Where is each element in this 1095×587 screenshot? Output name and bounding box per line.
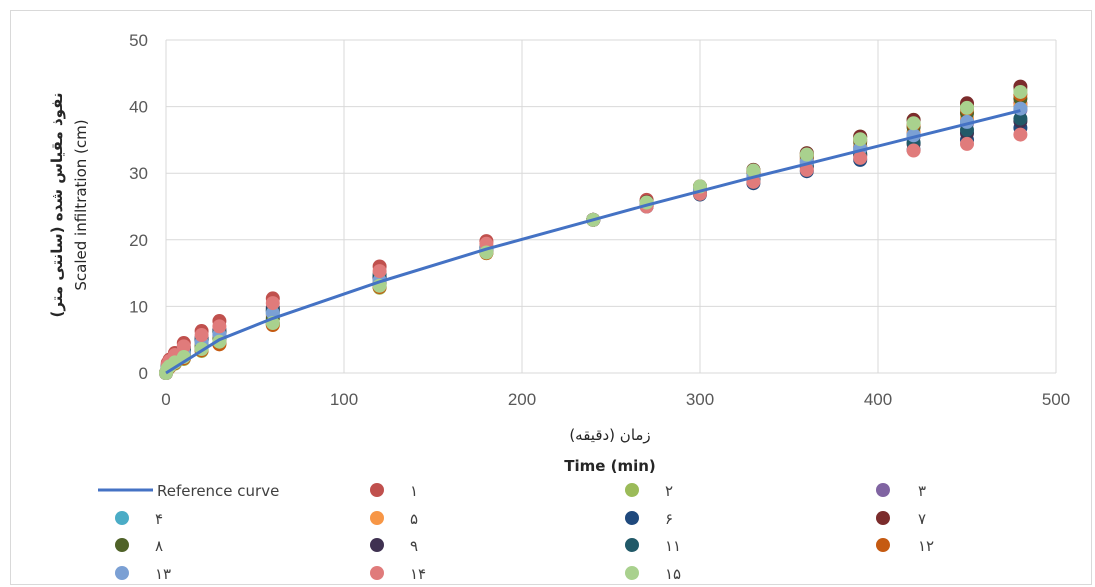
x-axis-label-fa: زمان (دقیقه) [569,426,650,444]
x-tick-label: 400 [864,390,892,409]
legend-marker [625,511,639,525]
data-point [799,162,814,177]
legend-label: ۷ [918,510,926,528]
legend-marker [115,538,129,552]
legend-marker [625,483,639,497]
legend-marker [370,511,384,525]
x-tick-label: 200 [508,390,536,409]
legend-marker [876,483,890,497]
legend-label: ۱۲ [918,537,934,555]
data-point [1013,127,1028,142]
legend-marker [876,511,890,525]
data-point [372,264,387,279]
reference-curve-line [165,109,1021,375]
x-tick-labels: 0 100 200 300 400 500 [161,390,1070,409]
legend-label: ۵ [410,510,418,528]
y-tick-label: 10 [129,297,148,316]
legend-label: ۱۳ [155,565,171,583]
data-points [159,79,1028,380]
x-tick-label: 0 [161,390,170,409]
legend-marker [370,538,384,552]
legend-label: ۱۴ [410,565,426,583]
data-point [176,339,191,354]
grid-layer [165,39,1057,374]
y-tick-labels: 0 10 20 30 40 50 [129,31,148,383]
legend-label: ۶ [665,510,673,528]
legend-label: ۱۱ [665,537,681,555]
y-tick-label: 20 [129,231,148,250]
x-axis-label-en: Time (min) [564,457,656,475]
legend-label: ۱۵ [665,565,681,583]
data-point [799,147,814,162]
y-tick-label: 50 [129,31,148,50]
legend-label: ۴ [155,510,163,528]
legend-label: ۱ [410,482,418,500]
legend-marker [370,483,384,497]
legend-reference-label: Reference curve [157,482,279,500]
data-point [1013,111,1028,126]
legend-label: ۳ [918,482,926,500]
y-tick-label: 40 [129,98,148,117]
x-tick-label: 100 [330,390,358,409]
data-point [960,100,974,115]
legend-marker [625,538,639,552]
y-tick-label: 0 [139,364,148,383]
data-point [960,136,974,151]
legend-marker [370,566,384,580]
data-point [1013,101,1028,116]
legend-label: ۲ [665,482,673,500]
legend-marker [115,566,129,580]
y-axis-label-fa: نفوذ مقیاس شده (سانتی متر) [48,93,66,318]
data-point [906,143,921,158]
legend-marker [876,538,890,552]
data-point [853,132,868,147]
data-point [906,116,921,131]
data-point [853,150,868,165]
data-point [265,296,280,311]
x-tick-label: 500 [1042,390,1070,409]
x-tick-label: 300 [686,390,714,409]
y-axis-label-en: Scaled infiltration (cm) [72,119,90,290]
legend-marker [625,566,639,580]
legend-label: ۸ [155,537,163,555]
legend-label: ۹ [410,537,418,555]
y-tick-label: 30 [129,164,148,183]
data-point [746,163,761,178]
data-point [212,319,227,334]
reference-curve-layer [165,109,1021,375]
chart-border [10,10,1092,585]
legend-marker [115,511,129,525]
data-point [194,328,209,343]
data-point [1013,84,1028,99]
